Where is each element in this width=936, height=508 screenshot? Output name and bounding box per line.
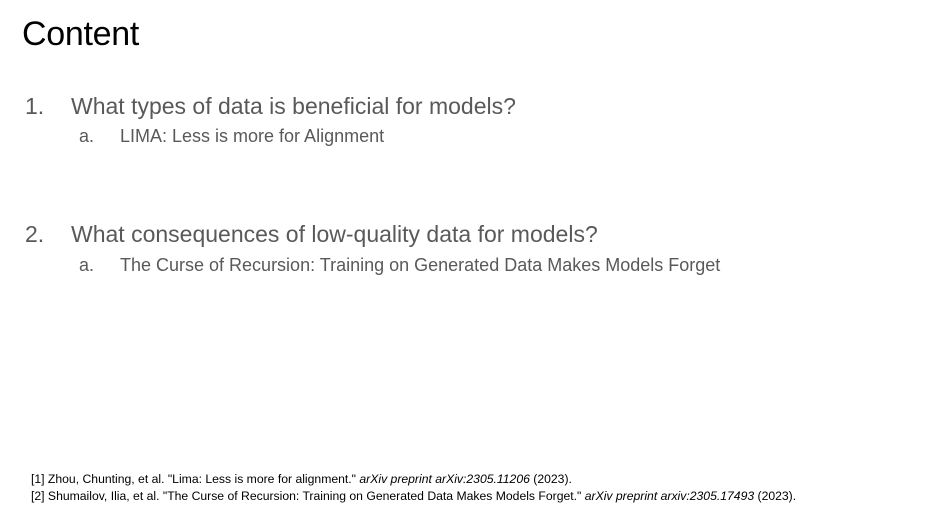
reference-1: [1] Zhou, Chunting, et al. "Lima: Less i… xyxy=(31,471,796,488)
reference-lead: [1] Zhou, Chunting, et al. "Lima: Less i… xyxy=(31,472,360,486)
list-number: 2. xyxy=(25,221,45,247)
sub-item-text: The Curse of Recursion: Training on Gene… xyxy=(120,255,721,275)
reference-venue: arXiv preprint arXiv:2305.11206 xyxy=(359,472,530,486)
list-item-2: 2. What consequences of low-quality data … xyxy=(25,219,598,249)
sub-item-1a: a. LIMA: Less is more for Alignment xyxy=(79,124,384,148)
list-number: 1. xyxy=(25,93,45,119)
list-item-text: What consequences of low-quality data fo… xyxy=(71,221,598,247)
reference-tail: (2023). xyxy=(529,472,572,486)
sub-item-letter: a. xyxy=(79,255,95,275)
references: [1] Zhou, Chunting, et al. "Lima: Less i… xyxy=(31,471,796,505)
list-item-1: 1. What types of data is beneficial for m… xyxy=(25,91,516,121)
sub-item-2a: a. The Curse of Recursion: Training on Ge… xyxy=(79,253,720,277)
sub-item-text: LIMA: Less is more for Alignment xyxy=(120,126,385,146)
reference-tail: (2023). xyxy=(754,489,797,503)
slide-title: Content xyxy=(22,15,139,53)
reference-venue: arXiv preprint arxiv:2305.17493 xyxy=(584,489,755,503)
reference-2: [2] Shumailov, Ilia, et al. "The Curse o… xyxy=(31,488,796,505)
sub-item-letter: a. xyxy=(79,126,95,146)
reference-lead: [2] Shumailov, Ilia, et al. "The Curse o… xyxy=(31,489,585,503)
list-item-text: What types of data is beneficial for mod… xyxy=(71,93,516,119)
